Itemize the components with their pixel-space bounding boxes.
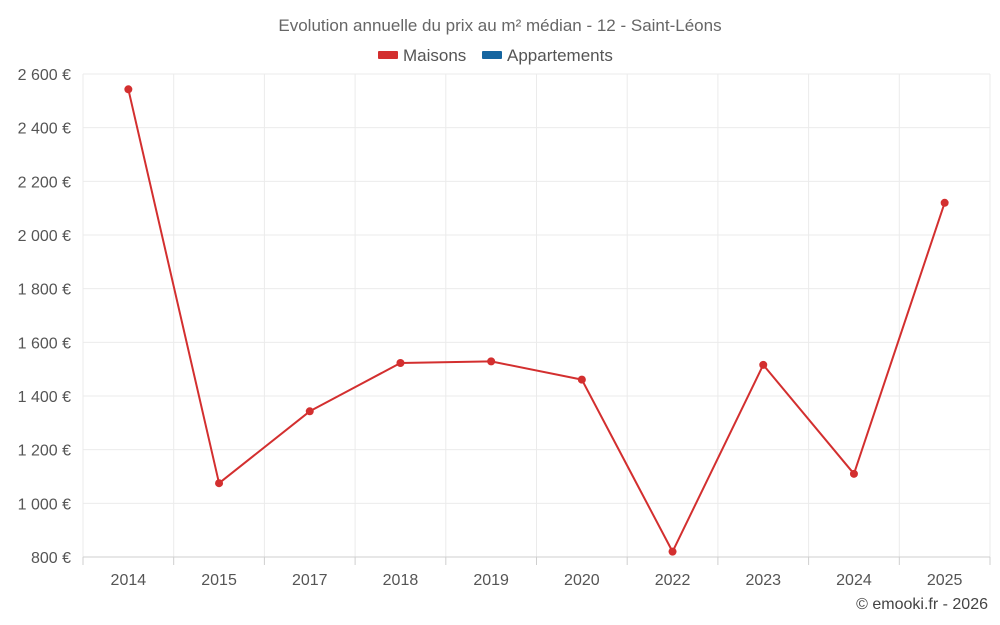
x-tick-label: 2020: [564, 572, 600, 589]
legend-label-appartements: Appartements: [507, 46, 613, 65]
data-point-maisons[interactable]: [487, 357, 496, 366]
y-tick-label: 2 400 €: [18, 121, 71, 138]
y-tick-label: 1 000 €: [18, 496, 71, 513]
x-tick-label: 2023: [745, 572, 781, 589]
x-tick-label: 2025: [927, 572, 963, 589]
data-point-maisons[interactable]: [305, 407, 314, 416]
y-tick-label: 800 €: [31, 550, 71, 567]
x-gridlines: [82, 74, 991, 557]
data-point-maisons[interactable]: [668, 547, 677, 556]
legend-item-maisons[interactable]: Maisons: [378, 46, 466, 65]
y-tick-label: 1 200 €: [18, 443, 71, 460]
y-tick-label: 2 600 €: [18, 67, 71, 84]
x-tick-label: 2018: [383, 572, 419, 589]
y-tick-label: 2 000 €: [18, 228, 71, 245]
y-tick-label: 1 600 €: [18, 335, 71, 352]
data-point-maisons[interactable]: [215, 479, 224, 488]
data-point-maisons[interactable]: [759, 360, 768, 369]
legend: Maisons Appartements: [378, 46, 613, 65]
data-point-maisons[interactable]: [124, 85, 133, 94]
series-line-maisons: [127, 89, 946, 553]
data-point-maisons[interactable]: [396, 358, 405, 367]
legend-item-appartements[interactable]: Appartements: [482, 46, 613, 65]
x-tick-label: 2014: [111, 572, 147, 589]
y-tick-label: 1 400 €: [18, 389, 71, 406]
y-tick-label: 1 800 €: [18, 282, 71, 299]
x-tick-label: 2017: [292, 572, 328, 589]
data-point-maisons[interactable]: [577, 375, 586, 384]
data-point-maisons[interactable]: [849, 469, 858, 478]
legend-swatch-appartements: [482, 51, 502, 59]
y-axis-ticks: 800 € 1 000 € 1 200 € 1 400 € 1 600 € 1 800 €…: [18, 67, 71, 567]
series-layer: [124, 85, 949, 556]
chart-title: Evolution annuelle du prix au m² médian …: [278, 16, 721, 35]
data-point-maisons[interactable]: [940, 198, 949, 207]
legend-label-maisons: Maisons: [403, 46, 466, 65]
x-axis-ticks: 2014 2015 2017 2018 2019 2020 2022 2023 2024 2025: [111, 572, 963, 589]
x-tick-label: 2024: [836, 572, 872, 589]
y-tick-label: 2 200 €: [18, 174, 71, 191]
legend-swatch-maisons: [378, 51, 398, 59]
x-tick-label: 2022: [655, 572, 691, 589]
x-tick-label: 2019: [473, 572, 509, 589]
x-tick-label: 2015: [201, 572, 237, 589]
credit-text: © emooki.fr - 2026: [856, 596, 988, 613]
axis-lines: [82, 556, 991, 565]
